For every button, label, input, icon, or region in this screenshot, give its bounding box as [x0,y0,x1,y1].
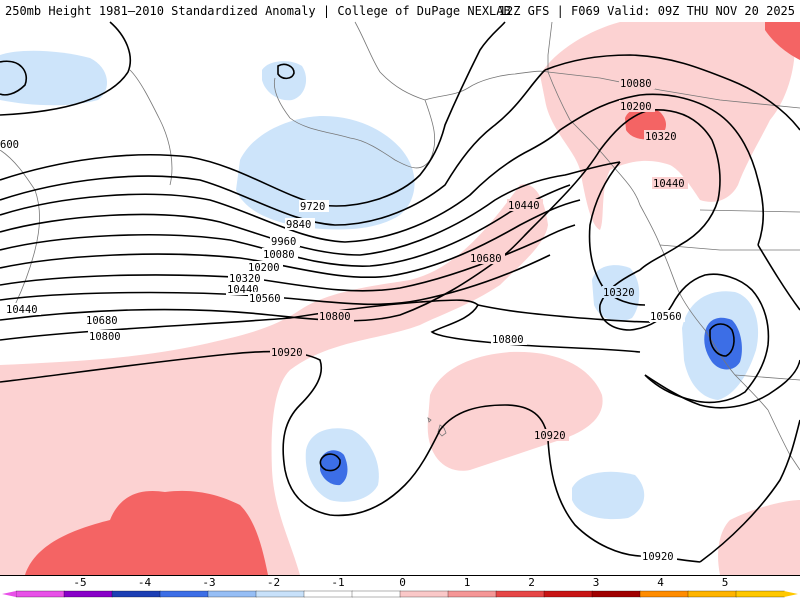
label-10680b: 10680 [470,253,502,265]
colorbar-swatch-14 [687,590,737,598]
contour-low-alaska [277,63,295,80]
label-9720: 9720 [300,201,325,213]
colorbar-swatch-3 [159,590,209,598]
label-10800c: 10800 [492,334,524,346]
label-10800a: 10800 [89,331,121,343]
colorbar-swatch-11 [543,590,593,598]
colorbar-tick-7: 2 [528,576,535,589]
colorbar-tick-0: -5 [73,576,86,589]
label-10320b: 10320 [645,131,677,143]
label-10920a: 10920 [271,347,303,359]
contour-low-pacific [319,453,341,472]
label-9960: 9960 [271,236,296,248]
positive-anomalies [0,22,800,575]
label-600: 600 [0,139,19,151]
colorbar-tick-2: -3 [202,576,215,589]
colorbar-swatch-0 [15,590,65,598]
label-10080a: 10080 [263,249,295,261]
run-info: 12Z GFS | F069 Valid: 09Z THU NOV 20 202… [499,4,795,18]
label-10320a: 10320 [229,273,261,285]
label-10560b: 10560 [650,311,682,323]
colorbar-tick-9: 4 [657,576,664,589]
colorbar-swatch-4 [207,590,257,598]
colorbar-swatch-2 [111,590,161,598]
label-10920b: 10920 [534,430,566,442]
colorbar-tick-8: 3 [593,576,600,589]
colorbar-swatch-6 [303,590,353,598]
colorbar-tick-1: -4 [138,576,152,589]
colorbar-tick-10: 5 [722,576,729,589]
coastlines [0,21,800,471]
contour-labels: 600 9720 9840 9960 10080 10200 10320 104… [0,77,688,563]
colorbar-swatch-12 [591,590,641,598]
colorbar-swatch-9 [447,590,497,598]
colorbar-swatch-8 [399,590,449,598]
colorbar-tick-6: 1 [464,576,471,589]
label-10920c: 10920 [642,551,674,563]
label-10200b: 10200 [620,101,652,113]
label-10800b: 10800 [319,311,351,323]
contour-low-baja [709,323,735,357]
colorbar-swatch-13 [639,590,689,598]
label-10680a: 10680 [86,315,118,327]
header-bar [0,0,800,22]
colorbar-swatch-7 [351,590,401,598]
label-10440b: 10440 [508,200,540,212]
label-10200a: 10200 [248,262,280,274]
colorbar-right-arrow [784,591,798,597]
colorbar-left-arrow [2,591,16,597]
colorbar-tick-5: 0 [399,576,406,589]
colorbar-swatch-15 [735,590,785,598]
label-9840: 9840 [286,219,311,231]
colorbar-swatches [2,590,798,598]
contour-low-nw [0,60,27,96]
map-body: 600 9720 9840 9960 10080 10200 10320 104… [0,21,800,575]
colorbar-swatch-10 [495,590,545,598]
colorbar-tick-3: -2 [267,576,280,589]
label-10560a: 10560 [249,293,281,305]
map-title: 250mb Height 1981–2010 Standardized Anom… [5,4,511,18]
colorbar: -5 -4 -3 -2 -1 0 1 2 3 4 5 [0,575,800,600]
colorbar-tick-4: -1 [331,576,344,589]
label-10320c: 10320 [603,287,635,299]
label-10080b: 10080 [620,78,652,90]
colorbar-swatch-5 [255,590,305,598]
label-10440w: 10440 [6,304,38,316]
colorbar-tick-labels: -5 -4 -3 -2 -1 0 1 2 3 4 5 [73,576,728,589]
colorbar-swatch-1 [63,590,113,598]
label-10440c: 10440 [653,178,685,190]
